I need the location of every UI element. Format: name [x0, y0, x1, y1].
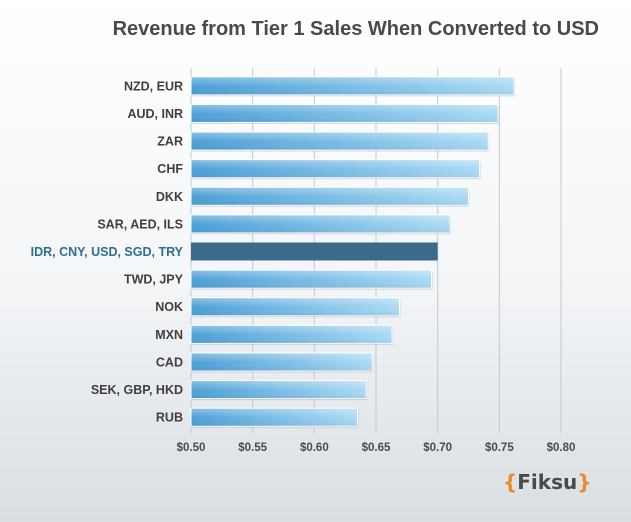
bar-shine [191, 297, 400, 316]
bar-shine [191, 159, 480, 178]
x-tick-label: $0.50 [177, 442, 206, 454]
bar-shine [191, 408, 358, 427]
x-tick-label: $0.70 [423, 442, 452, 454]
bar-shine [191, 132, 489, 151]
category-label: TWD, JPY [124, 273, 184, 287]
category-label: NOK [155, 300, 183, 314]
category-label: ZAR [157, 135, 183, 149]
bar-shine [191, 352, 373, 371]
category-label: NZD, EUR [124, 79, 183, 93]
chart-title: Revenue from Tier 1 Sales When Converted… [112, 18, 599, 40]
category-label: RUB [156, 411, 183, 425]
bar-shine [191, 214, 450, 233]
bar-shine [191, 76, 515, 95]
category-label: SAR, AED, ILS [97, 217, 183, 231]
fiksu-logo: {Fiksu} [503, 470, 591, 494]
category-label: IDR, CNY, USD, SGD, TRY [31, 245, 184, 259]
category-label: CAD [156, 355, 183, 369]
logo-close-brace: } [577, 470, 592, 494]
x-tick-label: $0.60 [300, 442, 329, 454]
category-label: SEK, GBP, HKD [91, 383, 183, 397]
x-tick-label: $0.75 [485, 442, 514, 454]
x-tick-label: $0.55 [238, 442, 267, 454]
bar-shine [191, 104, 499, 123]
category-labels: NZD, EUR AUD, INR ZAR CHF DKK SAR, AED, ILS ID… [31, 79, 184, 424]
logo-name: Fiksu [517, 470, 578, 494]
x-tick-label: $0.80 [547, 442, 576, 454]
x-axis-ticks: $0.50 $0.55 $0.60 $0.65 $0.70 $0.75 $0.80 [177, 442, 576, 454]
bar-shine [191, 380, 367, 399]
bar [191, 242, 438, 261]
bar-shine [191, 325, 393, 344]
x-tick-label: $0.65 [362, 442, 391, 454]
bar-shine [191, 270, 432, 289]
logo-open-brace: { [503, 470, 518, 494]
category-label: MXN [155, 328, 183, 342]
category-label: CHF [157, 162, 183, 176]
bars [190, 76, 516, 428]
category-label: AUD, INR [127, 107, 183, 121]
category-label: DKK [156, 190, 183, 204]
bar-shine [191, 187, 469, 206]
